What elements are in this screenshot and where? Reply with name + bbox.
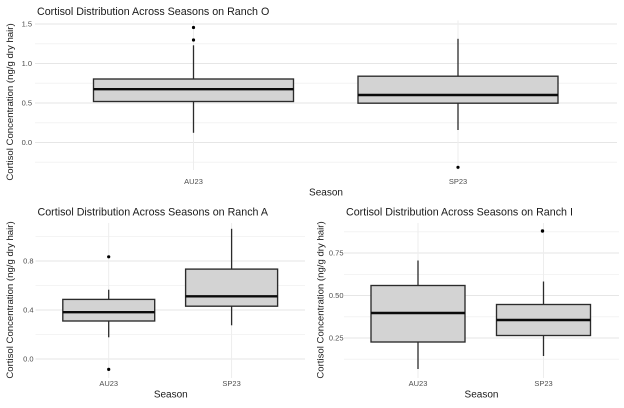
svg-text:0.0: 0.0 — [23, 355, 33, 364]
svg-text:0.0: 0.0 — [22, 138, 32, 147]
svg-text:0.75: 0.75 — [329, 249, 344, 258]
svg-text:Cortisol Concentration (ng/g d: Cortisol Concentration (ng/g dry hair) — [316, 221, 327, 378]
svg-text:Season: Season — [154, 390, 188, 401]
svg-text:AU23: AU23 — [99, 379, 118, 388]
svg-text:0.8: 0.8 — [23, 257, 33, 266]
svg-text:Season: Season — [309, 188, 343, 199]
svg-text:Cortisol Distribution Across S: Cortisol Distribution Across Seasons on … — [346, 207, 573, 219]
svg-text:0.4: 0.4 — [23, 306, 33, 315]
svg-text:1.0: 1.0 — [22, 59, 32, 68]
svg-text:Cortisol Distribution Across S: Cortisol Distribution Across Seasons on … — [38, 207, 269, 219]
svg-text:1.5: 1.5 — [22, 20, 32, 29]
svg-text:AU23: AU23 — [184, 177, 203, 186]
svg-text:0.50: 0.50 — [329, 291, 344, 300]
svg-text:0.5: 0.5 — [22, 99, 32, 108]
svg-text:Cortisol Concentration (ng/g d: Cortisol Concentration (ng/g dry hair) — [5, 221, 16, 378]
svg-text:Cortisol Concentration (ng/g d: Cortisol Concentration (ng/g dry hair) — [5, 23, 16, 180]
svg-text:AU23: AU23 — [409, 379, 428, 388]
svg-text:SP23: SP23 — [449, 177, 467, 186]
svg-text:Season: Season — [465, 390, 499, 401]
svg-text:SP23: SP23 — [222, 379, 240, 388]
svg-text:SP23: SP23 — [534, 379, 552, 388]
svg-text:0.25: 0.25 — [329, 334, 344, 343]
svg-text:Cortisol Distribution Across S: Cortisol Distribution Across Seasons on … — [37, 6, 269, 18]
